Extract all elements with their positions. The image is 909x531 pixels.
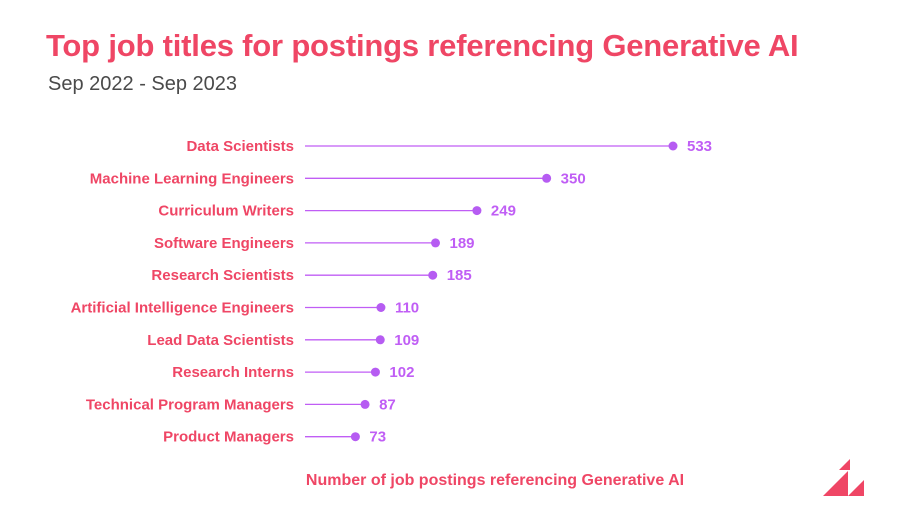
data-point (376, 303, 386, 312)
data-point (370, 367, 380, 377)
category-label: Curriculum Writers (158, 203, 294, 220)
category-label: Research Interns (172, 364, 294, 381)
value-label: 109 (394, 332, 419, 349)
category-label: Machine Learning Engineers (90, 170, 294, 187)
x-axis-label: Number of job postings referencing Gener… (305, 472, 685, 489)
data-point (472, 206, 482, 216)
value-label: 185 (447, 267, 472, 284)
value-label: 110 (395, 300, 419, 317)
data-point (428, 270, 438, 280)
value-label: 102 (389, 364, 414, 381)
data-point (350, 432, 360, 442)
brand-logo-icon (823, 459, 864, 496)
value-label: 350 (561, 170, 586, 187)
value-label: 249 (491, 203, 516, 220)
chart-title: Top job titles for postings referencing … (46, 28, 799, 63)
data-point (375, 335, 385, 345)
value-label: 87 (379, 396, 396, 413)
value-label: 533 (687, 138, 712, 155)
value-label: 73 (369, 429, 386, 446)
category-label: Data Scientists (186, 138, 294, 155)
data-point (360, 399, 370, 409)
category-label: Software Engineers (154, 235, 294, 252)
category-label: Lead Data Scientists (147, 332, 294, 349)
data-point (542, 173, 552, 183)
category-label: Technical Program Managers (86, 396, 294, 413)
category-label: Product Managers (163, 429, 294, 446)
category-label: Research Scientists (151, 267, 294, 284)
data-point (430, 238, 440, 248)
chart-subtitle: Sep 2022 - Sep 2023 (48, 73, 238, 95)
category-label: Artificial Intelligence Engineers (71, 300, 294, 317)
value-label: 189 (449, 235, 474, 252)
data-point (668, 141, 678, 151)
